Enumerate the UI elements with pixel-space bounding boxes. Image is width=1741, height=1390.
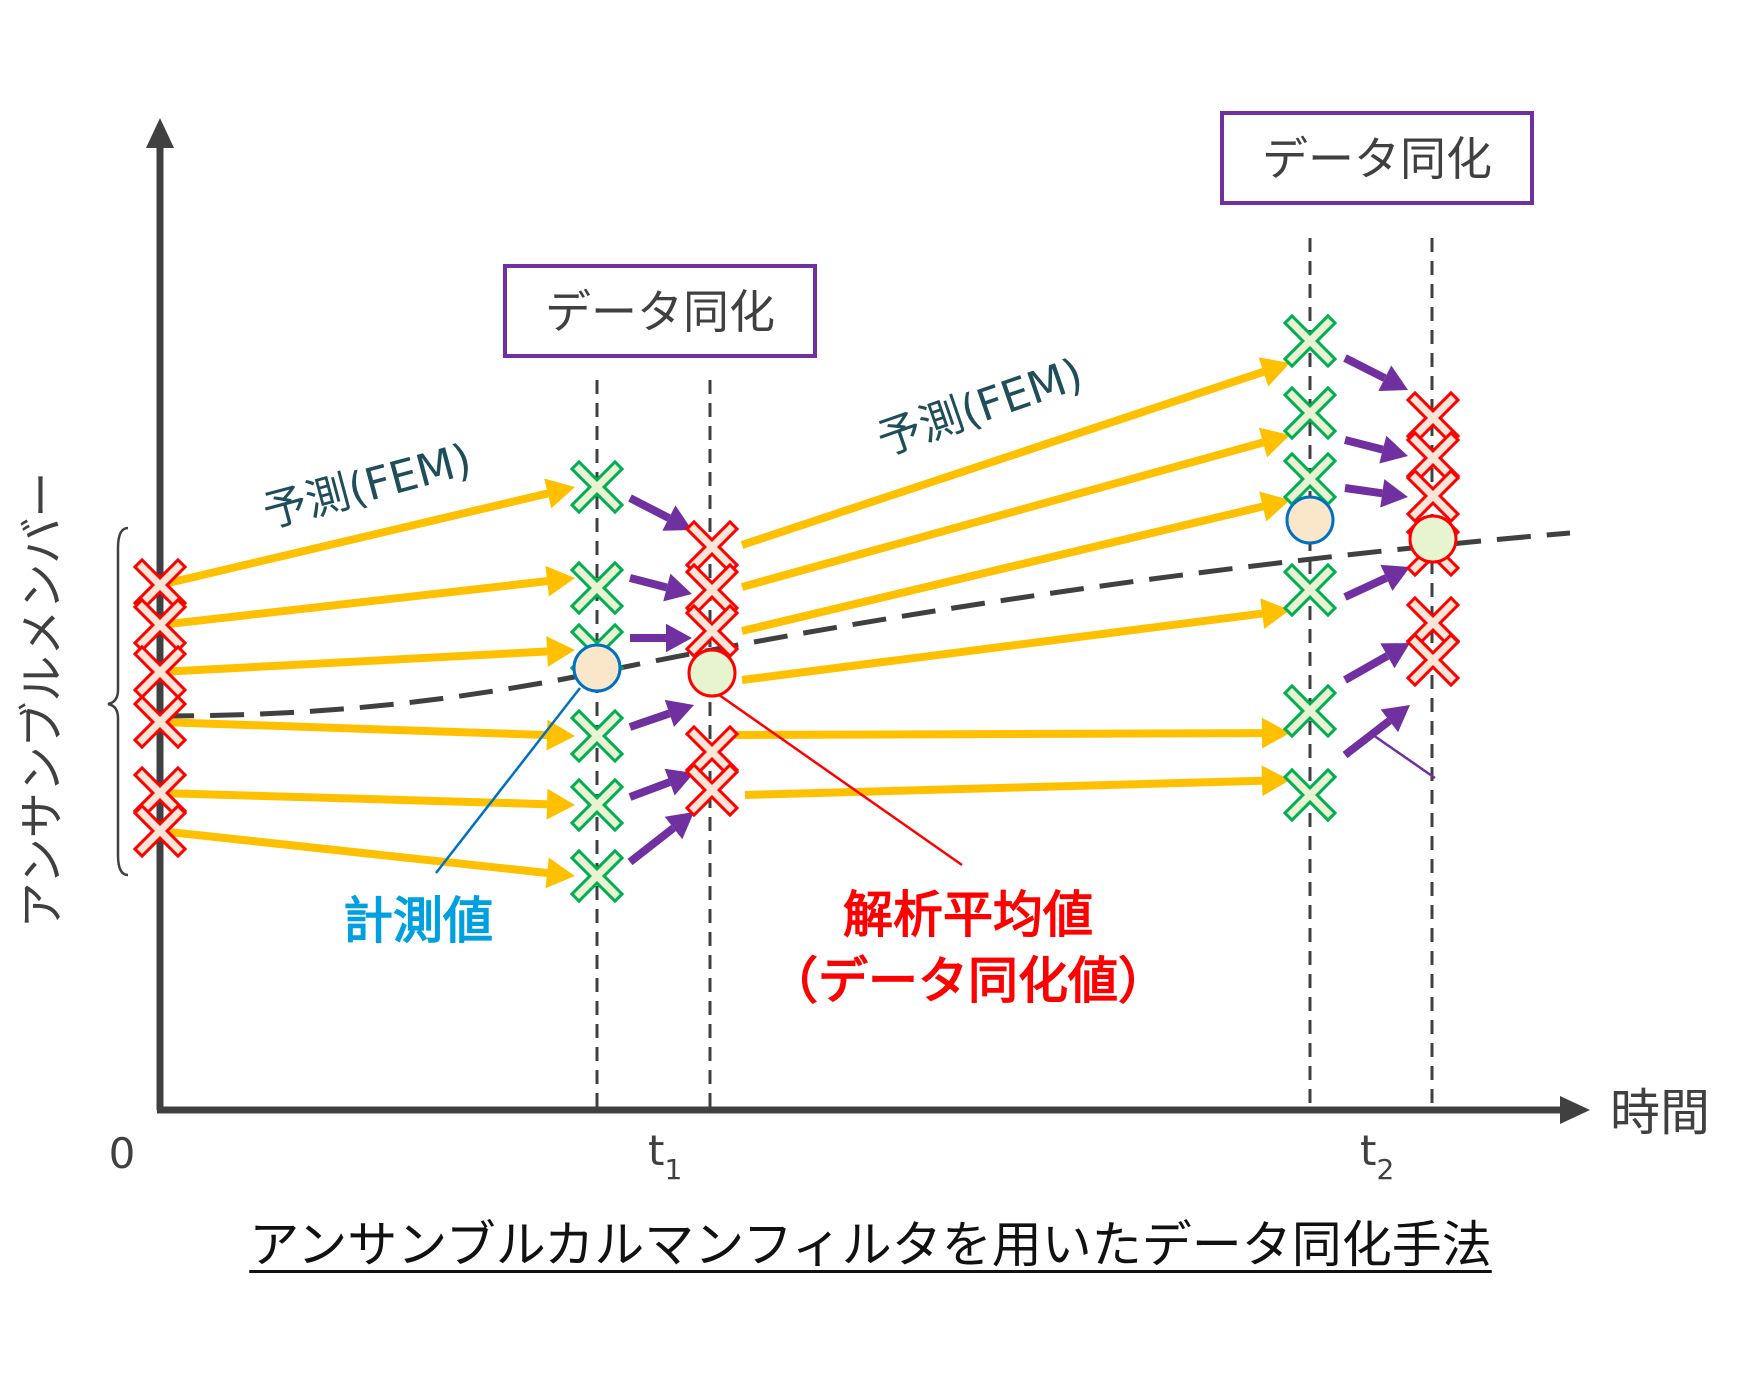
analysis-leader-line (711, 688, 963, 867)
update-arrow (1343, 354, 1408, 391)
red-cross-icon (132, 694, 188, 750)
green-cross-icon (1282, 313, 1338, 369)
analysis-value-t2 (1408, 514, 1458, 564)
prediction-arrow (744, 765, 1290, 799)
x-axis-label: 時間 (1610, 1084, 1710, 1142)
ensemble-brace (107, 526, 129, 877)
measured-leader-line (435, 687, 581, 874)
red-cross-icon (684, 519, 740, 575)
red-cross-icon (684, 562, 740, 618)
red-cross-icon (132, 765, 188, 821)
update-arrows (627, 354, 1410, 866)
tick-t1: t1 (648, 1126, 682, 1186)
red-cross-icon (1405, 468, 1461, 524)
prediction-arrow (159, 478, 575, 589)
y-axis-arrowhead (146, 118, 174, 148)
ensemble-crosses (132, 313, 1461, 904)
prediction-arrow (741, 491, 1290, 635)
update-arrow (627, 812, 694, 866)
tick-t2: t2 (1360, 1126, 1394, 1186)
update-arrow (1344, 479, 1408, 508)
predict-label-2: 予測(FEM) (871, 349, 1089, 467)
trend-line (159, 530, 1571, 719)
prediction-arrow (159, 827, 575, 889)
red-cross-icon (684, 724, 740, 780)
tick-t1-base: t (648, 1126, 664, 1175)
tick-t2-sub: 2 (1376, 1153, 1394, 1186)
assim-box-2 (1220, 111, 1534, 205)
red-cross-icon (1405, 632, 1461, 688)
measured-label: 計測値 (343, 892, 493, 950)
analysis-value-t1 (687, 648, 737, 698)
green-cross-icon (1282, 683, 1338, 739)
origin-label: 0 (109, 1129, 136, 1178)
green-cross-icon (1282, 562, 1338, 618)
measured-value-t1 (572, 643, 622, 693)
prediction-arrows (159, 357, 1290, 889)
prediction-arrow (734, 717, 1290, 749)
x-axis-arrowhead (1560, 1096, 1590, 1124)
tick-t1-sub: 1 (664, 1153, 682, 1186)
update-arrow (1344, 435, 1408, 464)
green-cross-icon (569, 560, 625, 616)
assim-box-1 (503, 264, 817, 358)
red-cross-icon (132, 597, 188, 653)
t2-leader-line (1372, 733, 1436, 780)
update-arrow (629, 573, 692, 602)
assim-box-2-label: データ同化 (1262, 132, 1492, 186)
tick-t2-base: t (1360, 1126, 1376, 1175)
y-axis-label: アンサンブルメンバー (15, 472, 69, 929)
green-cross-icon (1282, 451, 1338, 507)
red-cross-icon (684, 603, 740, 659)
prediction-arrow (740, 427, 1290, 591)
update-arrow (628, 768, 694, 801)
update-arrow (1343, 564, 1410, 601)
red-cross-icon (1405, 390, 1461, 446)
green-cross-icon (569, 459, 625, 515)
green-cross-icon (569, 848, 625, 904)
green-cross-icon (1282, 385, 1338, 441)
diagram-title: アンサンブルカルマンフィルタを用いたデータ同化手法 (0, 1205, 1741, 1277)
diagram-title-text: アンサンブルカルマンフィルタを用いたデータ同化手法 (249, 1216, 1492, 1274)
update-arrow (630, 623, 692, 653)
prediction-arrow (159, 636, 575, 676)
predict-label-1: 予測(FEM) (258, 434, 477, 538)
red-cross-icon (132, 803, 188, 859)
assim-box-1-label: データ同化 (545, 285, 775, 339)
red-cross-icon (132, 644, 188, 700)
analysis-mean-label: 解析平均値 (843, 886, 1093, 944)
update-arrow (1343, 643, 1410, 684)
prediction-arrow (159, 565, 575, 629)
update-arrow (1342, 705, 1410, 759)
measured-value-t2 (1285, 495, 1335, 545)
prediction-arrow (740, 357, 1290, 549)
green-cross-icon (569, 708, 625, 764)
prediction-arrow (741, 598, 1290, 684)
green-cross-icon (1282, 767, 1338, 823)
red-cross-icon (132, 557, 188, 613)
update-arrow (628, 699, 694, 731)
red-cross-icon (1405, 430, 1461, 486)
green-cross-icon (569, 777, 625, 833)
update-arrow (628, 494, 692, 531)
prediction-arrow (159, 788, 575, 820)
red-cross-icon (1405, 595, 1461, 651)
prediction-arrow (159, 718, 575, 751)
analysis-mean-sublabel: （データ同化値） (768, 952, 1168, 1010)
red-cross-icon (684, 762, 740, 818)
